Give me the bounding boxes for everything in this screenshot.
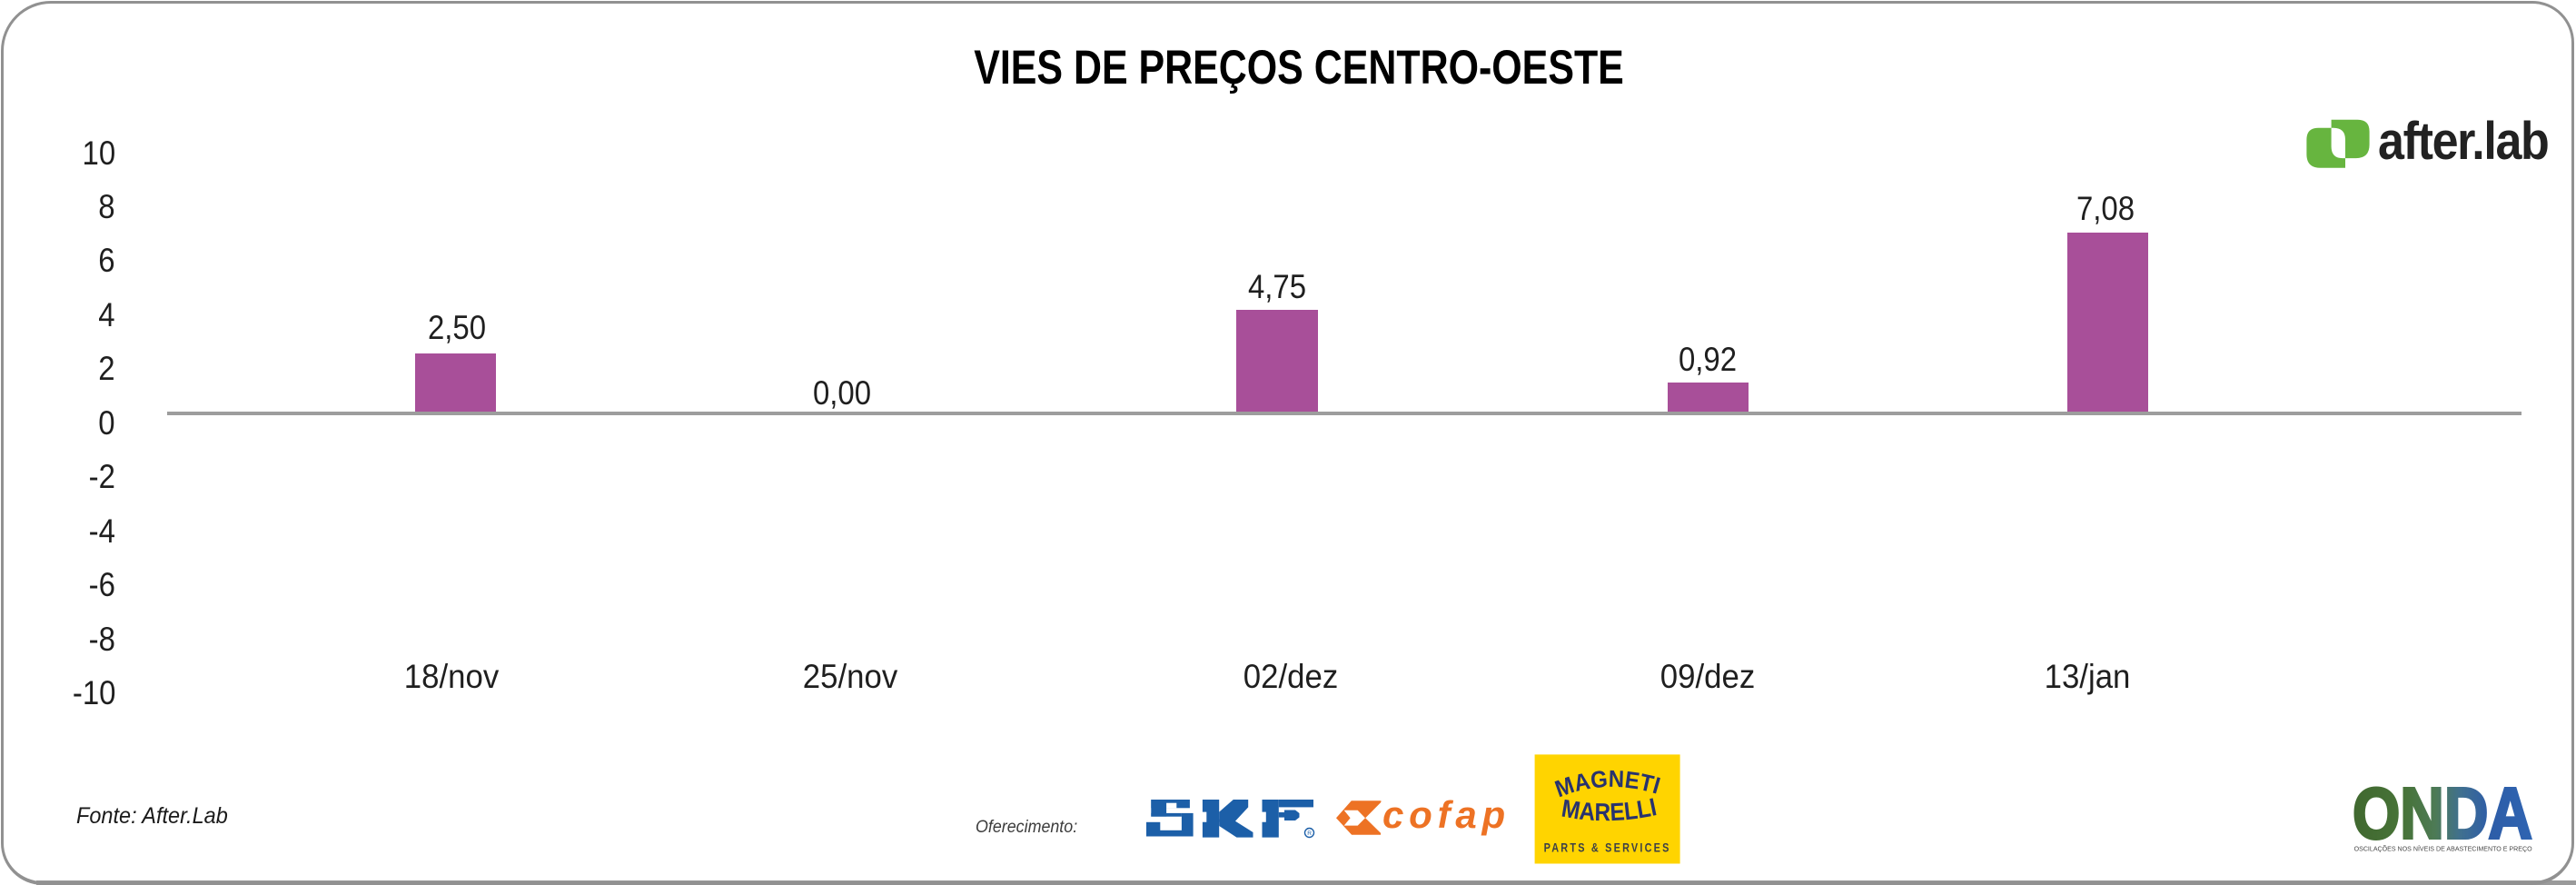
svg-text:cofap: cofap: [1382, 793, 1511, 836]
svg-text:OSCILAÇÕES NOS NÍVEIS DE ABAST: OSCILAÇÕES NOS NÍVEIS DE ABASTECIMENTO E…: [2354, 845, 2532, 853]
svg-text:MARELLI: MARELLI: [1560, 792, 1659, 826]
svg-text:R: R: [1307, 830, 1312, 837]
svg-text:after.lab: after.lab: [2378, 112, 2549, 171]
svg-text:ONDA: ONDA: [2353, 777, 2532, 854]
svg-text:PARTS & SERVICES: PARTS & SERVICES: [1544, 840, 1671, 855]
